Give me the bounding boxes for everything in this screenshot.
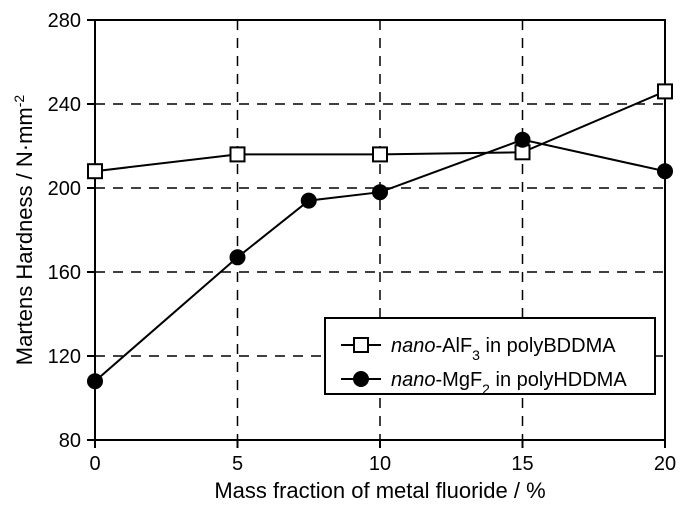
tick-label-x: 20 [654, 453, 676, 475]
chart-container: 0 5 10 15 20 80 120 160 200 240 280 Mass fraction o… [0, 0, 685, 506]
line-chart: 0 5 10 15 20 80 120 160 200 240 280 Mass fraction o… [0, 0, 685, 506]
tick-label-x: 0 [89, 453, 100, 475]
legend-marker-alf3 [354, 338, 368, 352]
y-axis-label: Martens Hardness / N·mm-2 [11, 95, 37, 366]
marker-mgf2 [88, 374, 102, 388]
marker-alf3 [88, 164, 102, 178]
tick-label-y: 80 [59, 430, 81, 452]
tick-label-x: 15 [511, 453, 533, 475]
legend-marker-mgf2 [354, 372, 368, 386]
marker-mgf2 [658, 164, 672, 178]
tick-label-y: 280 [48, 10, 81, 32]
marker-alf3 [231, 147, 245, 161]
tick-label-y: 160 [48, 262, 81, 284]
x-axis-label: Mass fraction of metal fluoride / % [214, 478, 545, 503]
marker-mgf2 [373, 185, 387, 199]
marker-alf3 [658, 84, 672, 98]
tick-label-x: 10 [369, 453, 391, 475]
marker-alf3 [373, 147, 387, 161]
tick-label-y: 120 [48, 346, 81, 368]
tick-label-y: 240 [48, 94, 81, 116]
tick-label-y: 200 [48, 178, 81, 200]
marker-mgf2 [302, 194, 316, 208]
marker-mgf2 [231, 250, 245, 264]
chart-bg [0, 0, 685, 506]
marker-mgf2 [516, 133, 530, 147]
tick-label-x: 5 [232, 453, 243, 475]
